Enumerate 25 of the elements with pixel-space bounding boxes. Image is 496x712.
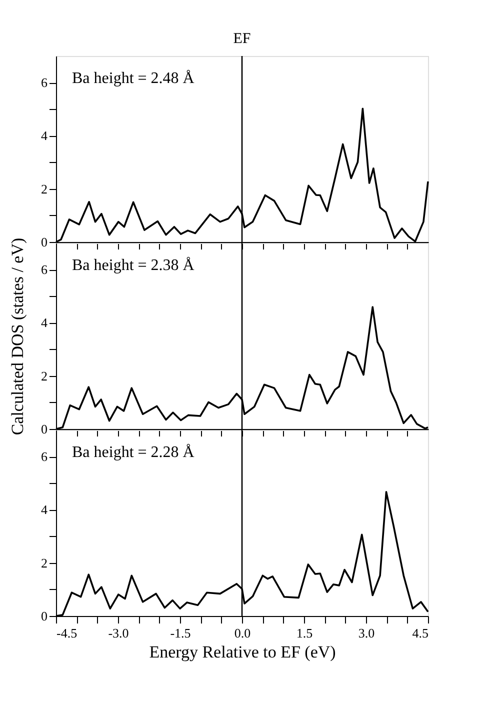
ref-line-label: EF bbox=[233, 31, 251, 47]
y-tick-label: 6 bbox=[41, 449, 48, 464]
y-tick-label: 6 bbox=[41, 75, 48, 90]
annotation: Ba height = 2.28 Å bbox=[72, 443, 195, 461]
y-tick-label: 0 bbox=[41, 422, 48, 436]
x-axis-title: Energy Relative to EF (eV) bbox=[149, 642, 336, 662]
y-tick-label: 6 bbox=[41, 262, 48, 278]
y-axis-title: Calculated DOS (states / eV) bbox=[8, 238, 27, 436]
y-tick-label: 2 bbox=[41, 368, 48, 384]
y-tick-label: 2 bbox=[41, 555, 48, 570]
x-tick-label: -3.0 bbox=[108, 626, 129, 640]
y-tick-label: 4 bbox=[41, 315, 48, 330]
y-tick-label: 0 bbox=[41, 234, 48, 250]
annotation: Ba height = 2.48 Å bbox=[72, 69, 195, 87]
x-tick-label: -4.5 bbox=[56, 626, 78, 640]
annotation: Ba height = 2.38 Å bbox=[72, 256, 195, 274]
y-tick-label: 4 bbox=[41, 128, 48, 144]
y-tick-label: 4 bbox=[41, 502, 48, 518]
y-tick-label: 0 bbox=[41, 608, 48, 624]
x-tick-label: 1.5 bbox=[296, 626, 313, 640]
y-tick-label: 2 bbox=[41, 181, 48, 196]
x-tick-label: -1.5 bbox=[170, 626, 191, 640]
x-tick-label: 4.5 bbox=[412, 626, 428, 640]
x-tick-label: 0.0 bbox=[234, 626, 251, 640]
x-tick-label: 3.0 bbox=[358, 626, 375, 640]
